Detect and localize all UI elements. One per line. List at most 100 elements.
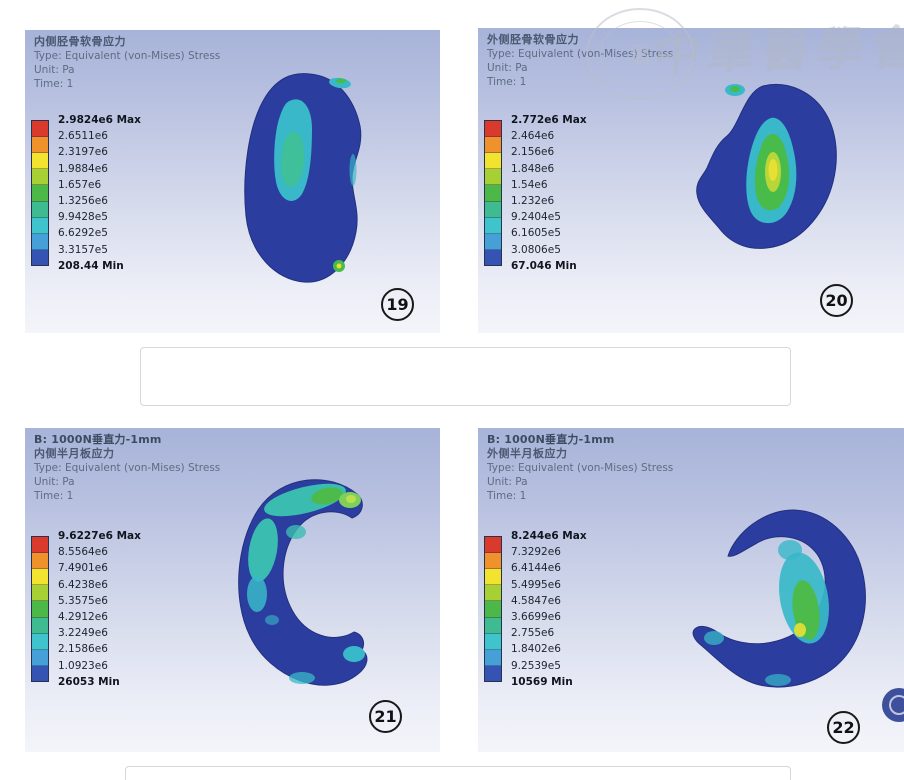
- stress-spot-bottom-yellow: [336, 263, 342, 269]
- stress-spot-bottom: [289, 672, 315, 684]
- model-surface: [692, 509, 866, 688]
- panel-title: 内侧胫骨软骨应力: [34, 35, 126, 48]
- colorbar-cell: [485, 217, 501, 234]
- legend-value: 7.3292e6: [511, 546, 561, 559]
- legend-value: 1.8402e6: [511, 643, 561, 656]
- legend-value: 67.046 Min: [511, 259, 577, 272]
- legend-value: 1.232e6: [511, 195, 555, 208]
- legend-value: 1.0923e6: [58, 659, 108, 672]
- legend-value: 5.4995e6: [511, 578, 561, 591]
- colorbar-cell: [32, 249, 48, 265]
- colorbar-cell: [485, 153, 501, 170]
- legend-labels: 9.6227e6 Max 8.5564e6 7.4901e6 6.4238e6 5.35…: [58, 528, 141, 690]
- colorbar-cell: [32, 233, 48, 250]
- divider-box-middle: [140, 347, 791, 406]
- panel-lateral-meniscus: B: 1000N垂直力-1mm 外侧半月板应力 Type: Equivalent…: [478, 428, 904, 752]
- unit-label: Unit: Pa: [34, 64, 75, 76]
- stress-legend: 8.244e6 Max 7.3292e6 6.4144e6 5.4995e6 4.584…: [484, 528, 587, 690]
- legend-value: 3.6699e6: [511, 611, 561, 624]
- time-label: Time: 1: [487, 490, 527, 502]
- panel-medial-tibial-cartilage: 内侧胫骨软骨应力 Type: Equivalent (von-Mises) St…: [25, 30, 440, 333]
- legend-labels: 2.772e6 Max 2.464e6 2.156e6 1.848e6 1.54e6 1.…: [511, 112, 587, 274]
- figure-number-badge: 21: [369, 700, 402, 733]
- stress-spot-inner-top: [286, 525, 306, 539]
- legend-value: 5.3575e6: [58, 594, 108, 607]
- legend-value: 10569 Min: [511, 675, 573, 688]
- colorbar-cell: [32, 585, 48, 602]
- colorbar-cell: [32, 537, 48, 554]
- legend-value: 8.244e6 Max: [511, 530, 587, 542]
- legend-value: 3.3157e5: [58, 243, 108, 256]
- colorbar-cell: [32, 217, 48, 234]
- colorbar-cell: [485, 201, 501, 218]
- legend-value: 2.755e6: [511, 627, 555, 640]
- legend-value: 6.4144e6: [511, 562, 561, 575]
- stress-spot-bottom-tip: [343, 646, 365, 662]
- colorbar-cell: [485, 585, 501, 602]
- legend-value: 4.5847e6: [511, 594, 561, 607]
- stress-core-yellow: [768, 159, 778, 181]
- legend-value: 8.5564e6: [58, 546, 108, 559]
- analysis-title: B: 1000N垂直力-1mm: [487, 433, 615, 446]
- figure-number-badge: 20: [820, 284, 853, 317]
- legend-labels: 2.9824e6 Max 2.6511e6 2.3197e6 1.9884e6 1.65…: [58, 112, 141, 274]
- colorbar-cell: [485, 665, 501, 681]
- colorbar-cell: [32, 633, 48, 650]
- panel-header: B: 1000N垂直力-1mm 外侧半月板应力 Type: Equivalent…: [487, 433, 673, 503]
- result-type-label: Type: Equivalent (von-Mises) Stress: [487, 48, 674, 60]
- legend-value: 3.2249e6: [58, 627, 108, 640]
- legend-value: 2.3197e6: [58, 146, 108, 159]
- colorbar-cell: [485, 121, 501, 138]
- figure-number-badge: 22: [827, 711, 860, 744]
- unit-label: Unit: Pa: [34, 476, 75, 488]
- legend-value: 1.54e6: [511, 178, 548, 191]
- legend-value: 26053 Min: [58, 675, 120, 688]
- legend-value: 6.6292e5: [58, 227, 108, 240]
- colorbar: [31, 536, 49, 682]
- legend-value: 9.6227e6 Max: [58, 530, 141, 542]
- stress-patch-teal-left: [248, 518, 278, 582]
- colorbar-cell: [32, 121, 48, 138]
- stress-legend: 2.772e6 Max 2.464e6 2.156e6 1.848e6 1.54e6 1.…: [484, 112, 587, 274]
- stress-spot-top-green: [730, 86, 740, 92]
- result-type-label: Type: Equivalent (von-Mises) Stress: [34, 462, 221, 474]
- colorbar-cell: [32, 185, 48, 202]
- colorbar-cell: [32, 601, 48, 618]
- colorbar: [31, 120, 49, 266]
- panel-title: 外侧胫骨软骨应力: [487, 33, 579, 46]
- time-label: Time: 1: [34, 490, 74, 502]
- stress-patch-cyan-left: [247, 576, 267, 612]
- legend-value: 208.44 Min: [58, 259, 124, 272]
- colorbar-cell: [32, 137, 48, 154]
- time-label: Time: 1: [34, 78, 74, 90]
- legend-value: 6.4238e6: [58, 578, 108, 591]
- stress-spot-green-top: [311, 487, 343, 505]
- colorbar-cell: [32, 569, 48, 586]
- medial-meniscus-model: [238, 479, 368, 686]
- lateral-tibial-cartilage-model: [696, 84, 837, 249]
- stress-patch-teal: [280, 131, 305, 188]
- legend-labels: 8.244e6 Max 7.3292e6 6.4144e6 5.4995e6 4.584…: [511, 528, 587, 690]
- colorbar-cell: [485, 601, 501, 618]
- colorbar-cell: [485, 553, 501, 570]
- colorbar-cell: [32, 617, 48, 634]
- colorbar-cell: [485, 233, 501, 250]
- colorbar-cell: [485, 137, 501, 154]
- legend-value: 2.464e6: [511, 130, 555, 143]
- panel-header: 内侧胫骨软骨应力 Type: Equivalent (von-Mises) St…: [34, 35, 220, 91]
- colorbar-cell: [32, 169, 48, 186]
- stress-legend: 9.6227e6 Max 8.5564e6 7.4901e6 6.4238e6 5.35…: [31, 528, 141, 690]
- figure-number-badge: 19: [381, 288, 414, 321]
- legend-value: 6.1605e5: [511, 227, 561, 240]
- corner-seal-icon: [882, 688, 904, 722]
- colorbar-cell: [485, 185, 501, 202]
- result-type-label: Type: Equivalent (von-Mises) Stress: [487, 462, 674, 474]
- legend-value: 1.848e6: [511, 162, 555, 175]
- legend-value: 7.4901e6: [58, 562, 108, 575]
- stress-smear-right: [349, 154, 357, 186]
- legend-value: 2.6511e6: [58, 130, 108, 143]
- legend-value: 2.1586e6: [58, 643, 108, 656]
- panel-lateral-tibial-cartilage: 外侧胫骨软骨应力 Type: Equivalent (von-Mises) St…: [478, 28, 904, 333]
- legend-value: 3.0806e5: [511, 243, 561, 256]
- colorbar-cell: [485, 649, 501, 666]
